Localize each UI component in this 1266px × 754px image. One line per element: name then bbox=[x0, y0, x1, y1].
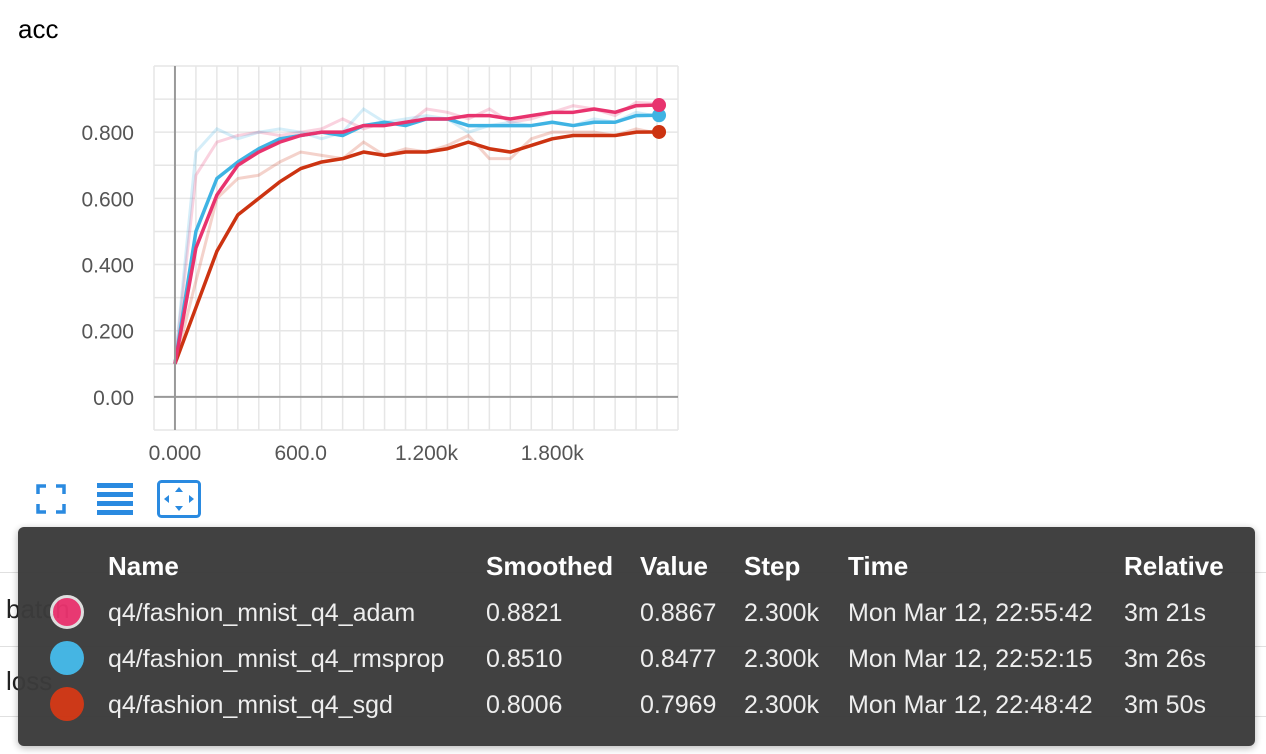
y-tick-label: 0.200 bbox=[81, 321, 134, 344]
smoothed-value: 0.8821 bbox=[486, 599, 563, 627]
time-value: Mon Mar 12, 22:48:42 bbox=[848, 691, 1093, 719]
run-name: q4/fashion_mnist_q4_adam bbox=[108, 599, 416, 627]
series-swatch-rmsprop bbox=[50, 641, 84, 675]
y-tick-labels: 0.00 0.200 0.400 0.600 0.800 bbox=[81, 122, 134, 410]
time-value: Mon Mar 12, 22:52:15 bbox=[848, 645, 1093, 673]
series-swatch-adam bbox=[50, 595, 84, 629]
smoothed-line-adam bbox=[173, 103, 658, 365]
header-step: Step bbox=[744, 551, 801, 581]
y-tick-label: 0.600 bbox=[81, 188, 134, 211]
y-tick-label: 0.800 bbox=[81, 122, 134, 145]
smoothed-line-sgd bbox=[173, 130, 658, 365]
smoothed-series-lines bbox=[173, 103, 658, 365]
chart-tooltip: Name Smoothed Value Step Time Relative q… bbox=[18, 527, 1255, 746]
series-endpoints bbox=[652, 98, 667, 139]
raw-value: 0.7969 bbox=[640, 691, 717, 719]
endpoint-marker-adam bbox=[652, 98, 667, 113]
step-value: 2.300k bbox=[744, 599, 820, 627]
header-time: Time bbox=[848, 551, 909, 581]
run-name: q4/fashion_mnist_q4_sgd bbox=[108, 691, 393, 719]
raw-value: 0.8867 bbox=[640, 599, 717, 627]
fit-domain-icon bbox=[157, 480, 201, 518]
chart-axes bbox=[154, 66, 678, 430]
toggle-log-scale-button[interactable] bbox=[92, 478, 138, 520]
y-tick-label: 0.00 bbox=[93, 387, 134, 410]
header-name: Name bbox=[108, 551, 179, 581]
acc-line-chart[interactable]: 0.00 0.200 0.400 0.600 0.800 0.000 600.0 1.200… bbox=[0, 0, 700, 470]
x-tick-label: 0.000 bbox=[149, 442, 202, 465]
x-tick-label: 1.200k bbox=[395, 442, 459, 465]
x-tick-label: 1.800k bbox=[521, 442, 585, 465]
raw-value: 0.8477 bbox=[640, 645, 717, 673]
time-value: Mon Mar 12, 22:55:42 bbox=[848, 599, 1093, 627]
smoothed-value: 0.8510 bbox=[486, 645, 563, 673]
chart-title: acc bbox=[18, 14, 59, 44]
y-tick-label: 0.400 bbox=[81, 255, 134, 278]
run-name: q4/fashion_mnist_q4_rmsprop bbox=[108, 645, 445, 673]
relative-value: 3m 50s bbox=[1124, 691, 1206, 719]
step-value: 2.300k bbox=[744, 691, 820, 719]
x-tick-labels: 0.000 600.0 1.200k 1.800k bbox=[149, 442, 585, 465]
raw-series-lines bbox=[173, 100, 658, 365]
relative-value: 3m 21s bbox=[1124, 599, 1206, 627]
endpoint-marker-sgd bbox=[652, 124, 667, 139]
raw-line-sgd bbox=[173, 127, 658, 365]
endpoint-marker-rmsprop bbox=[652, 108, 667, 123]
header-value: Value bbox=[640, 551, 708, 581]
fit-domain-button[interactable] bbox=[156, 478, 202, 520]
x-tick-label: 600.0 bbox=[274, 442, 327, 465]
header-relative: Relative bbox=[1124, 551, 1224, 581]
relative-value: 3m 26s bbox=[1124, 645, 1206, 673]
fullscreen-icon bbox=[36, 484, 66, 514]
list-icon bbox=[97, 483, 133, 515]
header-smoothed: Smoothed bbox=[486, 551, 614, 581]
raw-line-rmsprop bbox=[173, 107, 658, 364]
step-value: 2.300k bbox=[744, 645, 820, 673]
series-swatch-sgd bbox=[50, 687, 84, 721]
smoothed-value: 0.8006 bbox=[486, 691, 563, 719]
fullscreen-button[interactable] bbox=[28, 478, 74, 520]
raw-line-adam bbox=[173, 100, 658, 364]
